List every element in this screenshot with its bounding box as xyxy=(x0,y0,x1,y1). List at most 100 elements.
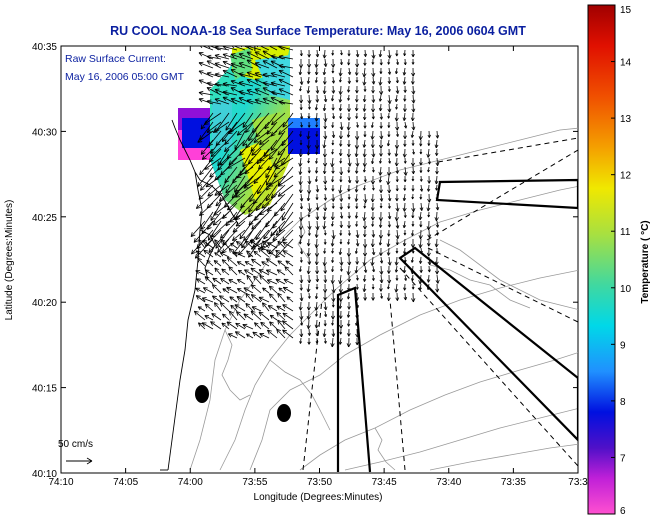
current-vector xyxy=(206,211,222,230)
current-vector xyxy=(331,130,336,138)
current-vector xyxy=(244,269,254,276)
current-vector xyxy=(276,305,286,312)
current-vector xyxy=(322,256,327,267)
current-vector xyxy=(379,256,384,264)
current-vector xyxy=(218,295,230,303)
current-vector xyxy=(307,220,312,230)
current-vector xyxy=(378,238,382,246)
current-vector xyxy=(278,78,294,87)
current-vector xyxy=(419,175,423,182)
current-vector xyxy=(224,166,238,184)
current-vector xyxy=(204,157,222,170)
current-vector xyxy=(338,283,343,293)
current-vector xyxy=(394,283,399,293)
current-vector xyxy=(346,337,351,348)
current-vector xyxy=(230,79,246,87)
current-vector xyxy=(298,58,304,69)
current-vector xyxy=(411,211,415,219)
current-vector xyxy=(347,238,351,245)
current-vector xyxy=(198,61,214,69)
current-vector xyxy=(203,112,222,125)
current-vector xyxy=(259,333,270,339)
current-vector xyxy=(386,139,391,147)
current-vector xyxy=(403,283,407,291)
current-vector xyxy=(386,247,391,256)
current-vector xyxy=(197,306,206,312)
current-vector xyxy=(323,229,327,236)
current-vector xyxy=(347,103,351,112)
current-vector xyxy=(228,310,238,321)
current-vector xyxy=(206,54,222,60)
current-vector xyxy=(355,94,359,103)
current-vector xyxy=(205,175,222,188)
current-vector xyxy=(222,288,230,294)
x-tick-label: 73:35 xyxy=(501,477,526,488)
current-vector xyxy=(347,112,351,121)
current-vector xyxy=(395,121,400,131)
current-vector xyxy=(426,184,431,192)
current-vector xyxy=(323,94,328,103)
current-vector xyxy=(419,202,424,211)
current-vector xyxy=(230,242,238,249)
current-vector xyxy=(418,238,423,249)
current-vector xyxy=(220,220,238,239)
current-vector xyxy=(388,157,391,164)
current-vector xyxy=(212,295,222,303)
current-vector xyxy=(206,193,222,209)
current-vector xyxy=(402,76,407,85)
current-vector xyxy=(266,157,286,171)
current-vector xyxy=(347,256,352,266)
current-vector xyxy=(403,49,407,57)
current-vector xyxy=(330,274,335,284)
current-vector xyxy=(276,328,286,339)
current-vector xyxy=(299,283,303,291)
current-vector xyxy=(250,284,262,294)
current-vector xyxy=(199,202,214,217)
colorbar-tick-label: 6 xyxy=(620,506,626,517)
current-vector xyxy=(354,130,360,141)
current-vector xyxy=(264,112,278,130)
marker-dot xyxy=(277,404,291,422)
current-vector xyxy=(263,220,278,240)
current-vector xyxy=(339,58,343,65)
current-vector xyxy=(278,46,294,51)
current-vector xyxy=(323,238,327,245)
current-vector xyxy=(427,139,431,146)
current-vector xyxy=(307,328,312,336)
scale-label: 50 cm/s xyxy=(58,439,93,450)
current-vector xyxy=(394,148,399,157)
current-vector xyxy=(307,103,311,110)
current-vector xyxy=(226,139,246,159)
current-vector xyxy=(435,274,440,284)
current-vector xyxy=(322,157,328,167)
current-vector xyxy=(323,337,327,344)
map-plot: Raw Surface Current: May 16, 2006 05:00 … xyxy=(32,42,588,488)
current-vector xyxy=(427,238,431,247)
current-vector xyxy=(307,256,312,265)
current-vector xyxy=(315,157,319,164)
current-vector xyxy=(370,175,375,185)
current-vector xyxy=(262,302,270,312)
current-vector xyxy=(362,256,367,266)
current-vector xyxy=(395,202,400,212)
current-vector xyxy=(261,238,278,251)
current-vector xyxy=(323,301,328,311)
current-vector xyxy=(395,184,399,192)
current-vector xyxy=(324,184,327,191)
current-vector xyxy=(207,46,222,51)
current-vector xyxy=(206,259,214,267)
current-vector xyxy=(246,89,262,96)
current-vector xyxy=(244,157,262,175)
current-vector xyxy=(198,322,206,330)
current-vector xyxy=(262,60,278,69)
current-vector xyxy=(371,157,375,164)
current-vector xyxy=(355,175,359,184)
current-vector xyxy=(260,321,270,330)
current-vector xyxy=(278,54,294,60)
current-vector xyxy=(223,193,238,208)
current-vector xyxy=(354,193,359,202)
current-vector xyxy=(198,97,214,105)
current-vector xyxy=(387,220,391,228)
current-vector xyxy=(306,58,312,68)
